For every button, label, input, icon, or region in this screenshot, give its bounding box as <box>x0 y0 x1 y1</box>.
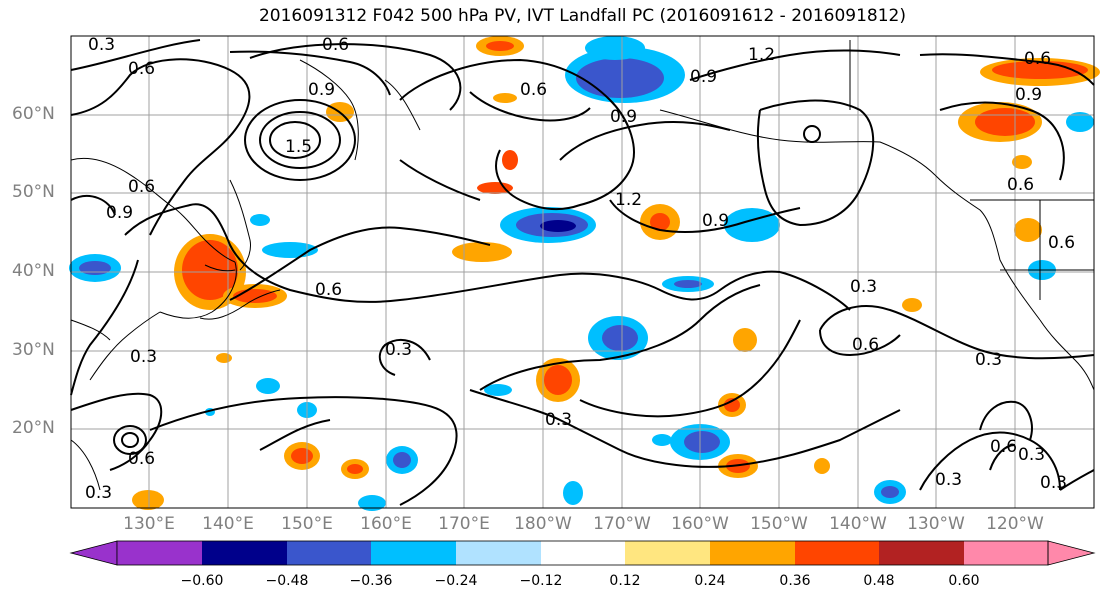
colorbar-extend-left <box>69 540 118 566</box>
colorbar-tick-label: −0.12 <box>519 573 563 589</box>
colorbar-tick-label: 0.48 <box>863 573 895 589</box>
lon-label: 120°W <box>986 514 1044 534</box>
lat-label: 40°N <box>12 261 55 281</box>
contour-label: 1.2 <box>748 45 775 65</box>
contour-label: 0.9 <box>308 80 335 100</box>
contour-label: 0.9 <box>702 211 729 231</box>
lat-label: 30°N <box>12 340 55 360</box>
contour-label: 1.5 <box>285 137 312 157</box>
colorbar-bin <box>795 541 879 565</box>
contour-label: 0.6 <box>1007 175 1034 195</box>
lat-label: 20°N <box>12 418 55 438</box>
coastlines <box>70 40 1095 491</box>
contour-label: 0.3 <box>1018 445 1045 465</box>
contour-label: 0.9 <box>106 203 133 223</box>
contour-label: 0.3 <box>88 35 115 55</box>
colorbar-tick-label: −0.60 <box>180 573 224 589</box>
contour-label: 0.3 <box>975 350 1002 370</box>
contour-label: 0.6 <box>1048 233 1075 253</box>
lon-label: 160°W <box>671 514 729 534</box>
contour-label: 0.3 <box>935 470 962 490</box>
contour-label: 0.6 <box>1024 49 1051 69</box>
contour-label: 0.3 <box>85 483 112 503</box>
contour-label: 0.9 <box>1015 85 1042 105</box>
lon-label: 150°E <box>281 514 333 534</box>
lon-label: 180°W <box>514 514 572 534</box>
colorbar-tick-label: 0.60 <box>948 573 980 589</box>
pv-contours <box>70 39 1095 506</box>
lon-label: 170°W <box>593 514 651 534</box>
colorbar-bin <box>964 541 1048 565</box>
colorbar-bin <box>541 541 625 565</box>
lon-label: 160°E <box>360 514 412 534</box>
pv-shading <box>69 36 1100 511</box>
colorbar-extend-right <box>1047 540 1096 566</box>
contour-label: 0.6 <box>128 59 155 79</box>
lon-label: 140°E <box>202 514 254 534</box>
contour-label: 0.3 <box>545 410 572 430</box>
contour-label-layer: 0.3 0.6 0.6 0.9 1.5 0.6 0.9 0.6 0.9 1.2 … <box>85 35 1075 503</box>
colorbar-tick-label: −0.48 <box>265 573 309 589</box>
colorbar-bin <box>625 541 710 565</box>
contour-label: 0.6 <box>322 35 349 55</box>
contour-label: 0.6 <box>315 280 342 300</box>
colorbar-tick-label: −0.24 <box>434 573 478 589</box>
contour-label: 0.6 <box>128 449 155 469</box>
contour-label: 0.6 <box>990 437 1017 457</box>
lon-label: 130°E <box>123 514 175 534</box>
contour-label: 0.9 <box>690 67 717 87</box>
colorbar-tick-label: 0.36 <box>779 573 811 589</box>
lon-label: 150°W <box>750 514 808 534</box>
lon-label: 170°E <box>438 514 490 534</box>
contour-label: 0.3 <box>130 347 157 367</box>
lon-label: 140°W <box>829 514 887 534</box>
contour-label: 0.3 <box>385 340 412 360</box>
colorbar-bin <box>710 541 795 565</box>
contour-label: 0.3 <box>850 277 877 297</box>
contour-label: 0.6 <box>128 177 155 197</box>
contour-label: 0.3 <box>1040 473 1067 493</box>
colorbar-tick-label: 0.24 <box>694 573 726 589</box>
colorbar-bin <box>117 541 202 565</box>
colorbar-bin <box>202 541 287 565</box>
colorbar-bin <box>879 541 964 565</box>
map-title: 2016091312 F042 500 hPa PV, IVT Landfall… <box>258 6 906 26</box>
colorbar <box>69 540 1096 566</box>
contour-label: 0.6 <box>520 80 547 100</box>
lon-label: 130°W <box>907 514 965 534</box>
map-frame <box>70 35 1095 509</box>
lat-label: 50°N <box>12 182 55 202</box>
contour-label: 0.6 <box>852 335 879 355</box>
colorbar-bin <box>371 541 456 565</box>
colorbar-bin <box>456 541 541 565</box>
colorbar-tick-label: −0.36 <box>349 573 393 589</box>
contour-label: 1.2 <box>615 190 642 210</box>
contour-label: 0.9 <box>610 107 637 127</box>
lat-label: 60°N <box>12 104 55 124</box>
colorbar-tick-label: 0.12 <box>609 573 641 589</box>
colorbar-bin <box>287 541 371 565</box>
